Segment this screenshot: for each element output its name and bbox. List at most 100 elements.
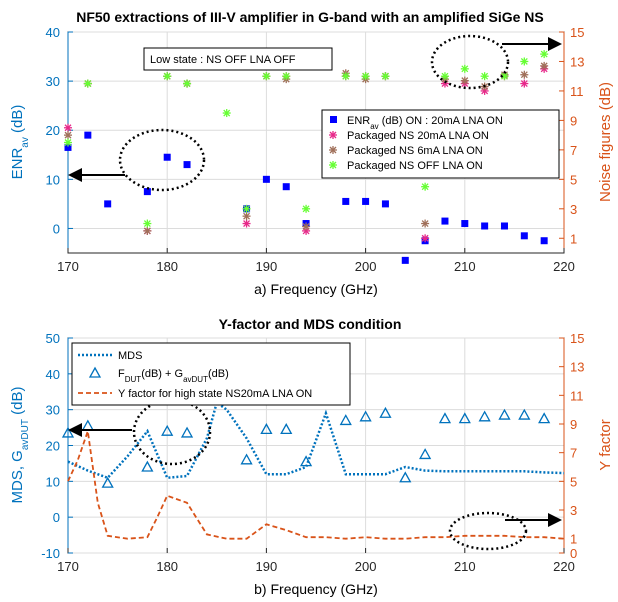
y2-axis-label-b: Y factor [597, 419, 614, 470]
enr-point [441, 217, 449, 225]
nsoff-point [302, 204, 311, 213]
y-tick-label: 0 [53, 510, 60, 525]
legend-a-asterisk-ns20 [329, 131, 337, 139]
marks-a [64, 50, 549, 264]
legend-b-fg: FDUT(dB) + GavDUT(dB) [118, 368, 229, 384]
x-tick-label: 210 [454, 559, 476, 574]
enr-point [183, 161, 191, 169]
y-tick-label: 20 [46, 123, 60, 138]
nsoff-point [83, 79, 92, 88]
fg-point [240, 453, 253, 465]
y2-tick-label: 15 [570, 331, 584, 346]
nsoff-point [421, 182, 430, 191]
x-tick-label: 190 [256, 259, 278, 274]
y2-tick-label: 11 [570, 388, 584, 403]
ns6-point [242, 212, 251, 221]
y-tick-label: -10 [41, 546, 60, 561]
enr-point [104, 200, 112, 208]
x-tick-label: 200 [355, 559, 377, 574]
legend-a: ENRav (dB) ON : 20mA LNA ON Packaged NS … [321, 109, 560, 179]
fg-point [180, 426, 194, 438]
legend-a-enr: ENRav (dB) ON : 20mA LNA ON [347, 115, 503, 131]
y2-tick-label: 15 [570, 25, 584, 40]
legend-a-asterisk-nsoff [329, 161, 337, 169]
fg-point [339, 414, 352, 426]
legend-a-box [321, 109, 560, 179]
x-tick-label: 180 [156, 559, 178, 574]
y2-tick-label: 7 [570, 446, 577, 461]
legend-a-marker-ns6 [329, 146, 337, 154]
nsoff-point [361, 72, 370, 81]
enr-point [520, 232, 528, 240]
legend-a-marker-enr [330, 116, 337, 123]
y-ticks-b: -10 0 10 20 30 40 50 [41, 331, 73, 561]
x-tick-label: 220 [553, 259, 575, 274]
legend-a-ns20: Packaged NS 20mA LNA ON [347, 130, 489, 142]
ns20-point [242, 219, 251, 228]
enr-point [342, 197, 350, 205]
y-tick-label: 20 [46, 439, 60, 454]
annotation-box [143, 47, 333, 71]
fg-point [458, 412, 471, 424]
ns6-point [460, 76, 469, 85]
y-tick-label: 50 [46, 331, 60, 346]
y2-tick-label: 11 [570, 84, 584, 99]
enr-point [401, 256, 409, 264]
enr-point [64, 143, 72, 151]
y2-tick-label: 5 [570, 172, 577, 187]
arrow-b-left-head [68, 423, 82, 437]
enr-point [461, 220, 469, 228]
fg-point [518, 408, 531, 420]
y-tick-label: 10 [46, 474, 60, 489]
enr-point [282, 183, 290, 191]
arrow-a-right-head [548, 37, 562, 51]
marks-b [61, 400, 565, 540]
enr-point [481, 222, 489, 230]
y-tick-label: 30 [46, 403, 60, 418]
x-tick-label: 170 [57, 559, 79, 574]
nsoff-point [163, 72, 172, 81]
y-tick-label: 40 [46, 25, 60, 40]
fg-point [61, 426, 75, 438]
enr-point [84, 131, 92, 139]
ns6-point [143, 226, 152, 235]
x-tick-label: 190 [256, 559, 278, 574]
nsoff-point [242, 204, 251, 213]
ns6-point [520, 70, 529, 79]
y2-tick-label: 5 [570, 474, 577, 489]
legend-b-marker-fg [88, 366, 102, 378]
nsoff-point [143, 219, 152, 228]
nsoff-point [520, 57, 529, 66]
enr-point [381, 200, 389, 208]
legend-a-ns6: Packaged NS 6mA LNA ON [347, 145, 483, 157]
ns6-point [64, 131, 72, 140]
y2-tick-label: 13 [570, 360, 584, 375]
legend-a-asterisk-ns6 [329, 146, 337, 154]
y-axis-label-a: ENRav (dB) [9, 105, 31, 180]
y2-tick-label: 9 [570, 113, 577, 128]
y2-tick-label: 1 [570, 532, 577, 547]
y-tick-label: 40 [46, 367, 60, 382]
x-tick-label: 200 [355, 259, 377, 274]
nsoff-point [540, 50, 549, 59]
enr-point [143, 188, 151, 196]
x-axis-label-b: b) Frequency (GHz) [254, 581, 378, 597]
ns6-point [302, 222, 311, 231]
nsoff-point [440, 72, 449, 81]
fg-point [419, 448, 432, 460]
ns6-point [540, 61, 549, 70]
fg-point [438, 412, 452, 424]
fg-point [141, 460, 154, 472]
nsoff-point [480, 72, 489, 81]
ellipse-a-left [118, 128, 206, 192]
legend-a-marker-nsoff [329, 161, 337, 169]
nsoff-point [64, 138, 72, 147]
enr-point [540, 237, 548, 245]
ns20-point [520, 79, 529, 88]
x-tick-label: 170 [57, 259, 79, 274]
arrow-b-right-head [548, 513, 562, 527]
fg-point [379, 406, 392, 418]
